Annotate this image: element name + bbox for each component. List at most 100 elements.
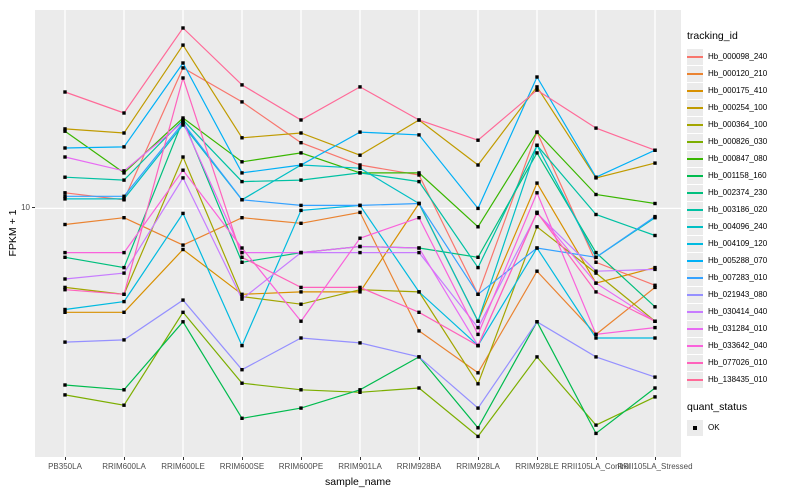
data-point: [594, 431, 598, 436]
data-point: [122, 169, 126, 173]
data-point: [240, 416, 244, 420]
data-point: [299, 203, 303, 208]
legend-key-line-icon: [687, 354, 703, 371]
data-point: [594, 271, 598, 275]
data-point: [417, 118, 421, 122]
data-point: [594, 332, 598, 337]
data-point: [299, 290, 303, 294]
legend-entry-Hb_000175_410: Hb_000175_410: [687, 82, 800, 99]
data-point: [358, 130, 362, 134]
data-point: [653, 395, 657, 399]
data-point: [417, 386, 421, 390]
data-point: [358, 85, 362, 89]
data-point: [299, 163, 303, 167]
legend-key-line-icon: [687, 167, 703, 184]
data-point: [240, 83, 244, 87]
legend-title-quant-status: quant_status: [687, 401, 748, 413]
x-tick-label: RRIM600PE: [278, 462, 324, 471]
legend-entry-Hb_000254_100: Hb_000254_100: [687, 99, 800, 116]
legend-line-swatch: [687, 225, 703, 228]
x-tick-label: RRII105LA_Stressed: [617, 462, 693, 471]
y-tick-label: 10: [21, 203, 30, 212]
legend-key-line-icon: [687, 184, 703, 201]
data-point: [653, 201, 657, 206]
data-point: [653, 386, 657, 390]
legend-entry-Hb_000364_100: Hb_000364_100: [687, 116, 800, 133]
legend-entry-Hb_002374_230: Hb_002374_230: [687, 184, 800, 201]
legend-entry-Hb_003186_020: Hb_003186_020: [687, 201, 800, 218]
data-point: [417, 329, 421, 333]
data-point: [476, 426, 480, 430]
data-point: [181, 66, 185, 70]
legend-key-line-icon: [687, 286, 703, 303]
legend-entry-Hb_000098_240: Hb_000098_240: [687, 48, 800, 65]
legend-square-swatch: [693, 425, 697, 430]
legend-entry-Hb_005288_070: Hb_005288_070: [687, 252, 800, 269]
y-tick-mark: [32, 207, 35, 208]
data-point: [63, 250, 67, 255]
data-point: [122, 388, 126, 392]
legend-entry-Hb_030414_040: Hb_030414_040: [687, 303, 800, 320]
data-point: [417, 179, 421, 184]
x-tick-mark: [654, 457, 656, 460]
legend-entry-label: Hb_000175_410: [708, 86, 768, 95]
legend-entry-label: Hb_005288_070: [708, 256, 768, 265]
legend-entry-label: Hb_031284_010: [708, 324, 768, 333]
data-point: [122, 403, 126, 407]
legend-key-square-icon: [687, 419, 703, 436]
data-point: [476, 319, 480, 323]
data-point: [181, 118, 185, 122]
legend-key-line-icon: [687, 303, 703, 320]
data-point: [594, 290, 598, 294]
legend-entry-Hb_021943_080: Hb_021943_080: [687, 286, 800, 303]
legend-entry-Hb_138435_010: Hb_138435_010: [687, 371, 800, 388]
y-axis-title: FPKM + 1: [7, 209, 19, 257]
legend-key-line-icon: [687, 133, 703, 150]
data-point: [240, 368, 244, 372]
legend-key-line-icon: [687, 337, 703, 354]
data-point: [299, 302, 303, 306]
legend-entry-label: Hb_000847_080: [708, 154, 768, 163]
x-tick-mark: [359, 457, 361, 460]
data-point: [122, 299, 126, 304]
legend-line-swatch: [687, 327, 703, 330]
data-point: [299, 118, 303, 122]
data-point: [476, 206, 480, 211]
data-point: [417, 201, 421, 206]
data-point: [417, 133, 421, 137]
data-point: [299, 178, 303, 182]
legend-entry-label: Hb_007283_010: [708, 273, 768, 282]
data-point: [358, 244, 362, 249]
data-point: [358, 290, 362, 294]
data-point: [358, 153, 362, 157]
data-point: [653, 375, 657, 379]
legend-line-swatch: [687, 259, 703, 262]
data-point: [63, 175, 67, 179]
data-point: [653, 214, 657, 219]
data-point: [181, 310, 185, 314]
data-point: [181, 320, 185, 324]
data-point: [476, 382, 480, 386]
data-point: [299, 151, 303, 155]
legend-entry-Hb_000826_030: Hb_000826_030: [687, 133, 800, 150]
data-point: [594, 126, 598, 130]
data-point: [417, 250, 421, 255]
legend-entry-Hb_004096_240: Hb_004096_240: [687, 218, 800, 235]
data-point: [122, 310, 126, 314]
x-tick-label: RRIM600LE: [161, 462, 205, 471]
data-point: [476, 332, 480, 337]
legend-entry-Hb_001158_160: Hb_001158_160: [687, 167, 800, 184]
data-point: [181, 211, 185, 216]
data-point: [358, 236, 362, 240]
data-point: [240, 255, 244, 259]
data-point: [535, 88, 539, 92]
x-axis: PB350LA RRIM600LA RRIM600LE RRIM600SE RRIM60…: [35, 457, 693, 500]
data-point: [535, 85, 539, 89]
data-point: [594, 250, 598, 255]
data-point: [240, 297, 244, 301]
data-point: [240, 381, 244, 385]
data-point: [299, 131, 303, 135]
data-point: [240, 216, 244, 220]
data-point: [653, 283, 657, 287]
data-point: [122, 265, 126, 270]
